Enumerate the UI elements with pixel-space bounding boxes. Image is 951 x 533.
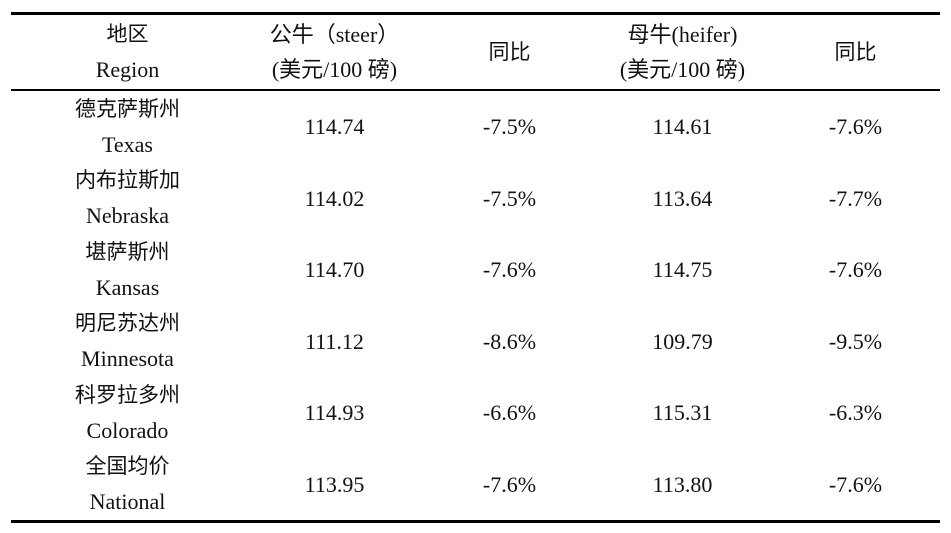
table-row: 全国均价 National 113.95 -7.6% 113.80 -7.6% xyxy=(11,449,940,521)
steer-price: 114.02 xyxy=(304,185,365,211)
table-row: 堪萨斯州 Kansas 114.70 -7.6% 114.75 -7.6% xyxy=(11,234,940,306)
header-heifer-yoy-label: 同比 xyxy=(834,39,877,64)
region-zh: 科罗拉多州 xyxy=(75,382,180,407)
cattle-price-table: 地区 Region 公牛（steer） (美元/100 磅) 同比 母牛(hei… xyxy=(11,12,940,523)
region-zh: 堪萨斯州 xyxy=(85,239,170,264)
header-steer-yoy-label: 同比 xyxy=(488,39,531,64)
top-rule xyxy=(11,12,940,15)
price-table: 地区 Region 公牛（steer） (美元/100 磅) 同比 母牛(hei… xyxy=(11,15,940,520)
header-region-zh: 地区 xyxy=(106,22,149,46)
heifer-yoy: -9.5% xyxy=(828,328,883,354)
heifer-yoy: -7.6% xyxy=(828,114,883,140)
table-row: 德克萨斯州 Texas 114.74 -7.5% 114.61 -7.6% xyxy=(11,91,940,163)
header-row: 地区 Region 公牛（steer） (美元/100 磅) 同比 母牛(hei… xyxy=(11,15,940,89)
header-region: 地区 Region xyxy=(11,15,244,89)
steer-price: 114.70 xyxy=(304,257,365,283)
region-en: Kansas xyxy=(95,274,160,300)
steer-price: 114.74 xyxy=(304,114,365,140)
steer-price: 113.95 xyxy=(304,471,365,497)
table-row: 内布拉斯加 Nebraska 114.02 -7.5% 113.64 -7.7% xyxy=(11,163,940,235)
steer-yoy: -8.6% xyxy=(482,328,537,354)
steer-price: 114.93 xyxy=(304,400,365,426)
region-en: Minnesota xyxy=(81,346,174,372)
region-zh: 全国均价 xyxy=(85,454,170,479)
header-steer-yoy: 同比 xyxy=(425,15,594,89)
heifer-yoy: -7.7% xyxy=(828,185,883,211)
heifer-price: 109.79 xyxy=(652,328,713,354)
header-heifer: 母牛(heifer) (美元/100 磅) xyxy=(594,15,771,89)
heifer-price: 114.61 xyxy=(652,114,713,140)
steer-price: 111.12 xyxy=(305,328,364,354)
steer-yoy: -7.6% xyxy=(482,471,537,497)
region-cell: 内布拉斯加 Nebraska xyxy=(11,163,244,235)
region-zh: 德克萨斯州 xyxy=(75,96,180,121)
steer-yoy: -6.6% xyxy=(482,400,537,426)
heifer-price: 114.75 xyxy=(652,257,713,283)
header-steer: 公牛（steer） (美元/100 磅) xyxy=(244,15,425,89)
region-cell: 科罗拉多州 Colorado xyxy=(11,377,244,449)
header-heifer-line2: (美元/100 磅) xyxy=(619,57,746,82)
bottom-rule xyxy=(11,520,940,523)
region-cell: 全国均价 National xyxy=(11,449,244,521)
header-rule xyxy=(11,89,940,91)
header-heifer-yoy: 同比 xyxy=(771,15,940,89)
region-cell: 堪萨斯州 Kansas xyxy=(11,234,244,306)
heifer-price: 115.31 xyxy=(652,400,713,426)
region-zh: 内布拉斯加 xyxy=(75,168,180,193)
header-steer-line2: (美元/100 磅) xyxy=(271,57,398,82)
region-cell: 明尼苏达州 Minnesota xyxy=(11,306,244,378)
table-header: 地区 Region 公牛（steer） (美元/100 磅) 同比 母牛(hei… xyxy=(11,15,940,91)
table-row: 明尼苏达州 Minnesota 111.12 -8.6% 109.79 -9.5… xyxy=(11,306,940,378)
steer-yoy: -7.6% xyxy=(482,257,537,283)
table-body: 德克萨斯州 Texas 114.74 -7.5% 114.61 -7.6% 内布… xyxy=(11,91,940,520)
steer-yoy: -7.5% xyxy=(482,114,537,140)
header-region-en: Region xyxy=(95,57,160,82)
heifer-yoy: -6.3% xyxy=(828,400,883,426)
heifer-price: 113.64 xyxy=(652,185,713,211)
region-zh: 明尼苏达州 xyxy=(75,311,180,336)
heifer-price: 113.80 xyxy=(652,471,713,497)
region-en: Nebraska xyxy=(85,203,170,229)
header-heifer-line1: 母牛(heifer) xyxy=(627,22,738,47)
region-en: Texas xyxy=(102,131,153,157)
table-row: 科罗拉多州 Colorado 114.93 -6.6% 115.31 -6.3% xyxy=(11,377,940,449)
region-cell: 德克萨斯州 Texas xyxy=(11,91,244,163)
region-en: National xyxy=(89,489,166,515)
heifer-yoy: -7.6% xyxy=(828,471,883,497)
steer-yoy: -7.5% xyxy=(482,185,537,211)
header-steer-line1: 公牛（steer） xyxy=(269,22,400,47)
region-en: Colorado xyxy=(86,417,169,443)
heifer-yoy: -7.6% xyxy=(828,257,883,283)
